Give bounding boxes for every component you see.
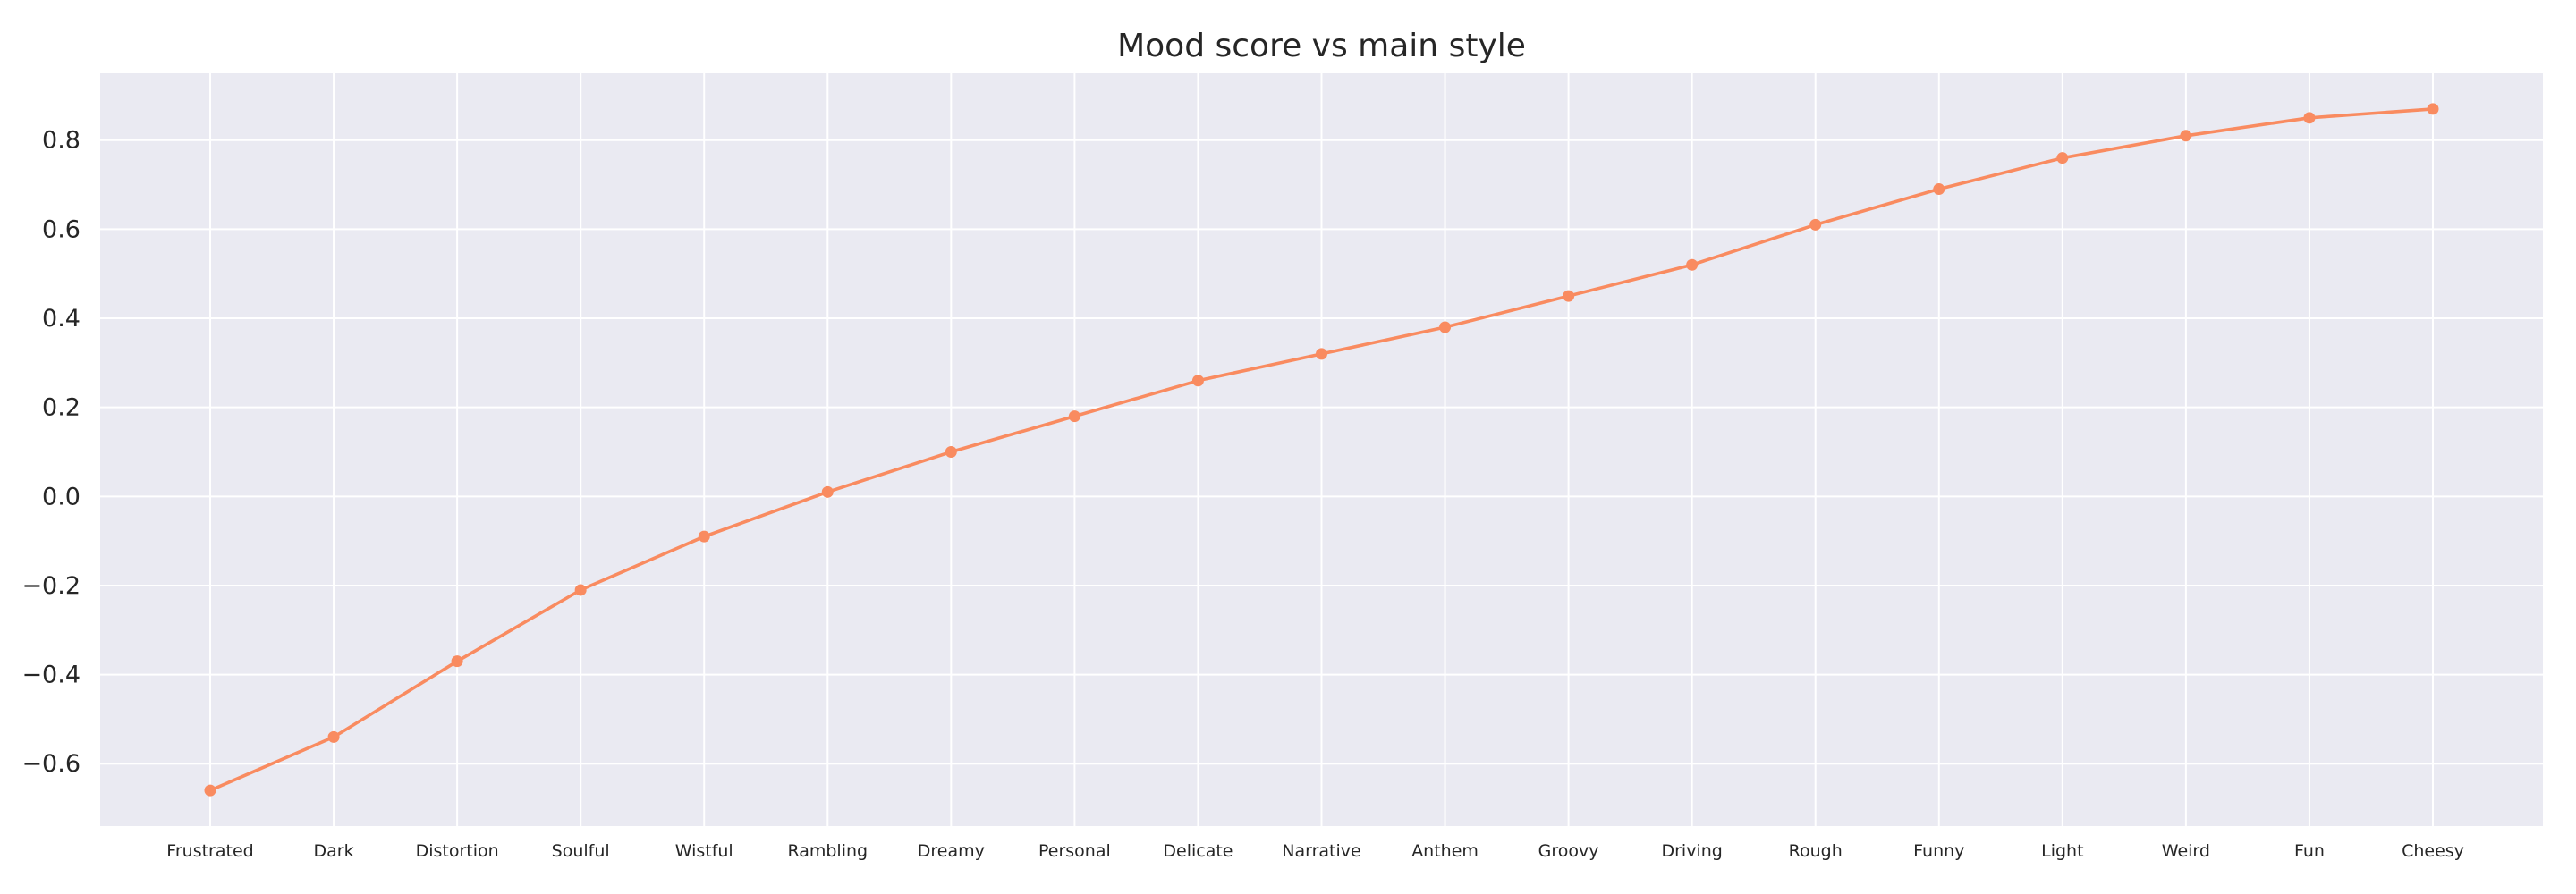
x-tick-label: Narrative xyxy=(1282,841,1360,861)
data-point xyxy=(451,655,463,668)
data-point xyxy=(1809,218,1822,231)
data-point xyxy=(2180,130,2192,142)
data-point xyxy=(1068,410,1080,423)
x-tick-label: Groovy xyxy=(1538,841,1599,861)
data-point xyxy=(1439,321,1452,333)
x-tick-label: Rough xyxy=(1789,841,1843,861)
x-tick-label: Soulful xyxy=(552,841,610,861)
x-tick-label: Fun xyxy=(2294,841,2325,861)
data-point xyxy=(327,730,340,743)
chart-title: Mood score vs main style xyxy=(1117,28,1526,64)
data-point xyxy=(1191,375,1204,387)
data-point xyxy=(2427,103,2439,115)
x-tick-label: Dreamy xyxy=(918,841,985,861)
data-point xyxy=(1933,183,1945,196)
x-tick-label: Dark xyxy=(314,841,354,861)
y-tick-label: −0.4 xyxy=(21,662,80,689)
y-tick-label: 0.2 xyxy=(42,394,80,422)
y-tick-label: −0.6 xyxy=(21,750,80,778)
x-tick-label: Driving xyxy=(1661,841,1722,861)
series-layer xyxy=(204,103,2439,797)
y-tick-label: 0.8 xyxy=(42,127,80,155)
x-tick-label: Light xyxy=(2041,841,2083,861)
x-tick-label: Frustrated xyxy=(166,841,253,861)
x-tick-label: Anthem xyxy=(1411,841,1479,861)
y-axis: −0.6 −0.4 −0.2 0.0 0.2 0.4 0.6 0.8 xyxy=(21,127,80,779)
x-tick-label: Funny xyxy=(1913,841,1964,861)
y-tick-label: 0.4 xyxy=(42,305,80,333)
x-tick-label: Distortion xyxy=(416,841,499,861)
data-point xyxy=(945,445,957,458)
data-point xyxy=(574,584,587,596)
data-point xyxy=(2303,112,2316,124)
data-point xyxy=(204,784,216,797)
data-point xyxy=(821,485,834,498)
data-point xyxy=(1316,348,1327,360)
x-tick-label: Weird xyxy=(2162,841,2210,861)
x-tick-label: Rambling xyxy=(787,841,868,861)
x-tick-label: Cheesy xyxy=(2402,841,2464,861)
x-tick-label: Wistful xyxy=(675,841,733,861)
data-point xyxy=(698,530,710,543)
data-point xyxy=(2056,152,2069,164)
data-point xyxy=(1686,258,1699,271)
data-point xyxy=(1563,290,1575,302)
x-axis: Frustrated Dark Distortion Soulful Wistful Ra… xyxy=(166,841,2464,861)
y-tick-label: 0.0 xyxy=(42,483,80,510)
x-tick-label: Personal xyxy=(1038,841,1111,861)
y-tick-label: 0.6 xyxy=(42,215,80,243)
x-tick-label: Delicate xyxy=(1163,841,1233,861)
y-tick-label: −0.2 xyxy=(21,572,80,600)
